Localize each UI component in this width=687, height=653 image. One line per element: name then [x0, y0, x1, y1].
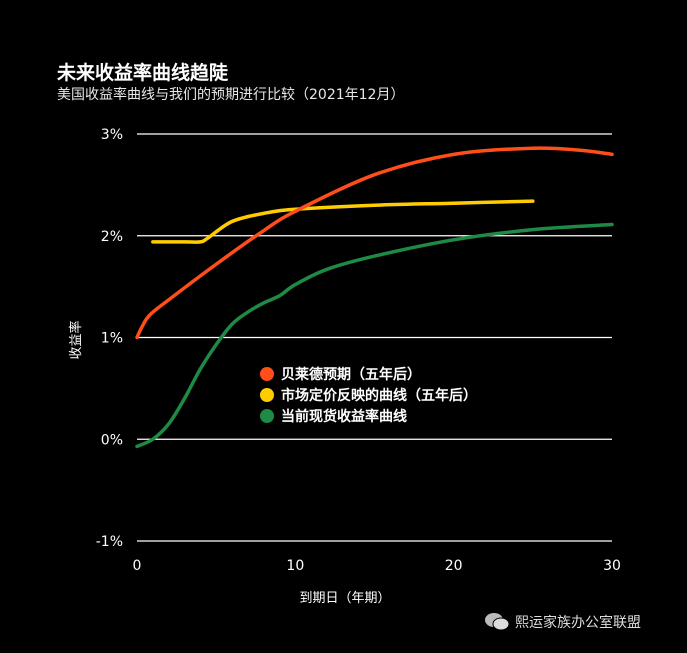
wechat-icon — [485, 613, 510, 631]
y-tick-label: 3% — [101, 127, 123, 143]
legend-marker — [260, 409, 274, 423]
series-line-2 — [135, 222, 614, 449]
watermark: 熙运家族办公室联盟 — [484, 612, 641, 632]
legend-label: 市场定价反映的曲线（五年后） — [281, 387, 477, 404]
y-tick-label: 1% — [101, 331, 123, 347]
x-tick-label: 10 — [286, 558, 304, 574]
series-line-1 — [151, 199, 535, 244]
legend-label: 当前现货收益率曲线 — [281, 408, 407, 425]
legend-marker — [260, 388, 274, 402]
chart-title: 未来收益率曲线趋陡 — [57, 62, 229, 84]
legend-marker — [260, 367, 274, 381]
x-tick-label: 30 — [603, 558, 621, 574]
series-line-0 — [135, 146, 614, 340]
legend-label: 贝莱德预期（五年后） — [281, 366, 421, 383]
y-tick-label: 2% — [101, 229, 123, 245]
y-tick-label: -1% — [96, 534, 123, 550]
watermark-text: 熙运家族办公室联盟 — [515, 615, 641, 631]
chart-subtitle: 美国收益率曲线与我们的预期进行比较（2021年12月） — [57, 87, 405, 103]
x-tick-label: 0 — [133, 558, 142, 574]
x-axis-label: 到期日（年期） — [299, 591, 390, 606]
y-axis-label: 收益率 — [68, 320, 84, 359]
y-tick-label: 0% — [101, 432, 123, 448]
x-tick-label: 20 — [445, 558, 463, 574]
